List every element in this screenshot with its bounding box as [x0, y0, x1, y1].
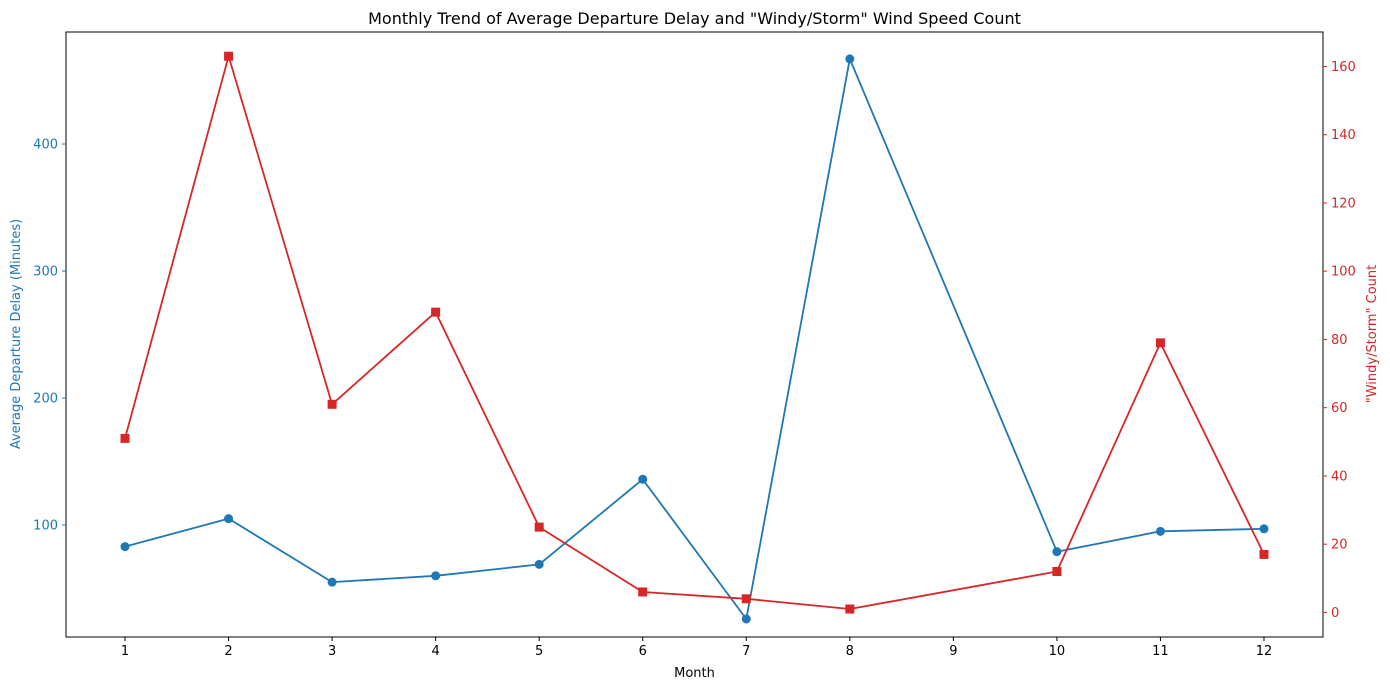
- x-tick-label: 2: [224, 644, 232, 659]
- data-point-square: [845, 604, 855, 614]
- y-axis-left-label: Average Departure Delay (Minutes): [9, 219, 24, 449]
- x-tick-label: 11: [1152, 644, 1169, 659]
- y-axis-right-label: "Windy/Storm" Count: [1365, 265, 1380, 404]
- series-1: [120, 54, 1269, 624]
- x-axis: 1 2 3 4 5 6 7 8 9 10 11 12: [121, 637, 1272, 659]
- series-line: [124, 58, 1265, 620]
- x-tick-label: 5: [535, 644, 543, 659]
- data-point-circle: [845, 54, 855, 64]
- data-point-circle: [1155, 526, 1165, 536]
- y-left-tick-label: 400: [33, 138, 58, 153]
- data-point-circle: [534, 559, 544, 569]
- plot-frame: [65, 31, 1324, 638]
- series-2: [120, 51, 1269, 614]
- chart-title: Monthly Trend of Average Departure Delay…: [368, 9, 1021, 28]
- y-left-tick-label: 100: [33, 518, 58, 533]
- y-right-tick-label: 0: [1331, 606, 1339, 621]
- data-point-circle: [1259, 524, 1269, 534]
- data-point-square: [638, 587, 648, 597]
- x-tick-label: 9: [949, 644, 957, 659]
- data-point-square: [1155, 338, 1165, 348]
- y-right-tick-label: 40: [1331, 469, 1348, 484]
- x-tick-label: 12: [1256, 644, 1273, 659]
- x-axis-label: Month: [674, 666, 715, 681]
- data-point-circle: [638, 474, 648, 484]
- data-point-square: [431, 307, 441, 317]
- data-point-square: [534, 522, 544, 532]
- y-right-tick-label: 20: [1331, 538, 1348, 553]
- data-point-square: [327, 399, 337, 409]
- y-right-tick-label: 120: [1331, 196, 1356, 211]
- data-point-circle: [327, 577, 337, 587]
- data-point-square: [120, 433, 130, 443]
- y-right-tick-label: 160: [1331, 60, 1356, 75]
- y-axis-left: 100 200 300 400: [33, 138, 66, 533]
- x-tick-label: 3: [328, 644, 336, 659]
- x-tick-label: 10: [1049, 644, 1066, 659]
- data-point-circle: [120, 542, 130, 552]
- x-tick-label: 8: [846, 644, 854, 659]
- series-layer: [120, 51, 1269, 624]
- data-point-square: [741, 594, 751, 604]
- data-point-circle: [431, 571, 441, 581]
- y-right-tick-label: 100: [1331, 265, 1356, 280]
- x-tick-label: 7: [742, 644, 750, 659]
- x-tick-label: 1: [121, 644, 129, 659]
- data-point-circle: [1052, 547, 1062, 557]
- x-tick-label: 6: [639, 644, 647, 659]
- series-line: [124, 55, 1265, 610]
- y-axis-right: 0 20 40 60 80 100 120 140 160: [1323, 60, 1356, 621]
- data-point-square: [1052, 566, 1062, 576]
- y-left-tick-label: 300: [33, 265, 58, 280]
- y-right-tick-label: 140: [1331, 128, 1356, 143]
- y-left-tick-label: 200: [33, 391, 58, 406]
- data-point-circle: [741, 614, 751, 624]
- y-right-tick-label: 80: [1331, 333, 1348, 348]
- data-point-square: [1259, 549, 1269, 559]
- x-tick-label: 4: [432, 644, 440, 659]
- y-right-tick-label: 60: [1331, 401, 1348, 416]
- data-point-square: [224, 51, 234, 61]
- data-point-circle: [224, 514, 234, 524]
- plot-area: [65, 31, 1324, 638]
